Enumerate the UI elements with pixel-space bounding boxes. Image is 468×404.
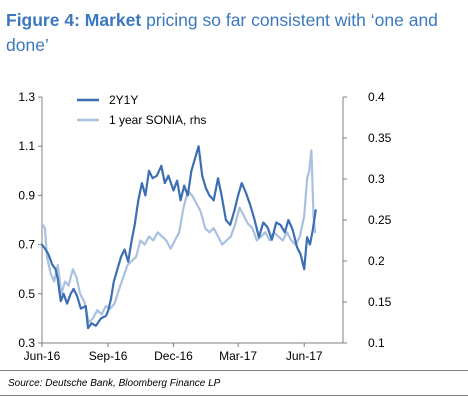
y-right-tick-label: 0.15: [368, 295, 392, 309]
y-left-tick-label: 1.3: [18, 90, 35, 104]
source-note: Source: Deutsche Bank, Bloomberg Finance…: [8, 378, 221, 389]
x-tick-label: Jun-16: [24, 349, 61, 363]
y-left-tick-label: 0.3: [18, 336, 35, 350]
y-right-tick-label: 0.3: [368, 172, 385, 186]
y-right-tick-label: 0.4: [368, 90, 385, 104]
y-left-tick-label: 0.7: [18, 238, 35, 252]
legend-label: 2Y1Y: [109, 93, 138, 107]
x-tick-label: Dec-16: [154, 349, 193, 363]
series-line-2y1y: [40, 145, 317, 330]
y-right-tick-label: 0.25: [368, 213, 392, 227]
figure-label: Figure 4:: [6, 10, 80, 30]
figure-title: Figure 4: Market pricing so far consiste…: [6, 8, 458, 58]
y-right-tick-label: 0.2: [368, 254, 385, 268]
y-left-tick-label: 0.9: [18, 188, 35, 202]
x-tick-label: Mar-17: [219, 349, 257, 363]
series-line-sonia: [40, 149, 317, 324]
x-tick-label: Jun-17: [286, 349, 323, 363]
y-left-tick-label: 0.5: [18, 287, 35, 301]
bottom-divider: [0, 395, 468, 396]
y-left-tick-label: 1.1: [18, 139, 35, 153]
legend-label: 1 year SONIA, rhs: [109, 113, 206, 127]
source-divider: [0, 370, 468, 371]
title-rest: pricing so far consistent with ‘one and …: [6, 10, 438, 55]
y-right-tick-label: 0.35: [368, 131, 392, 145]
title-strong: Market: [84, 10, 142, 30]
x-tick-label: Sep-16: [89, 349, 128, 363]
y-right-tick-label: 0.1: [368, 336, 385, 350]
